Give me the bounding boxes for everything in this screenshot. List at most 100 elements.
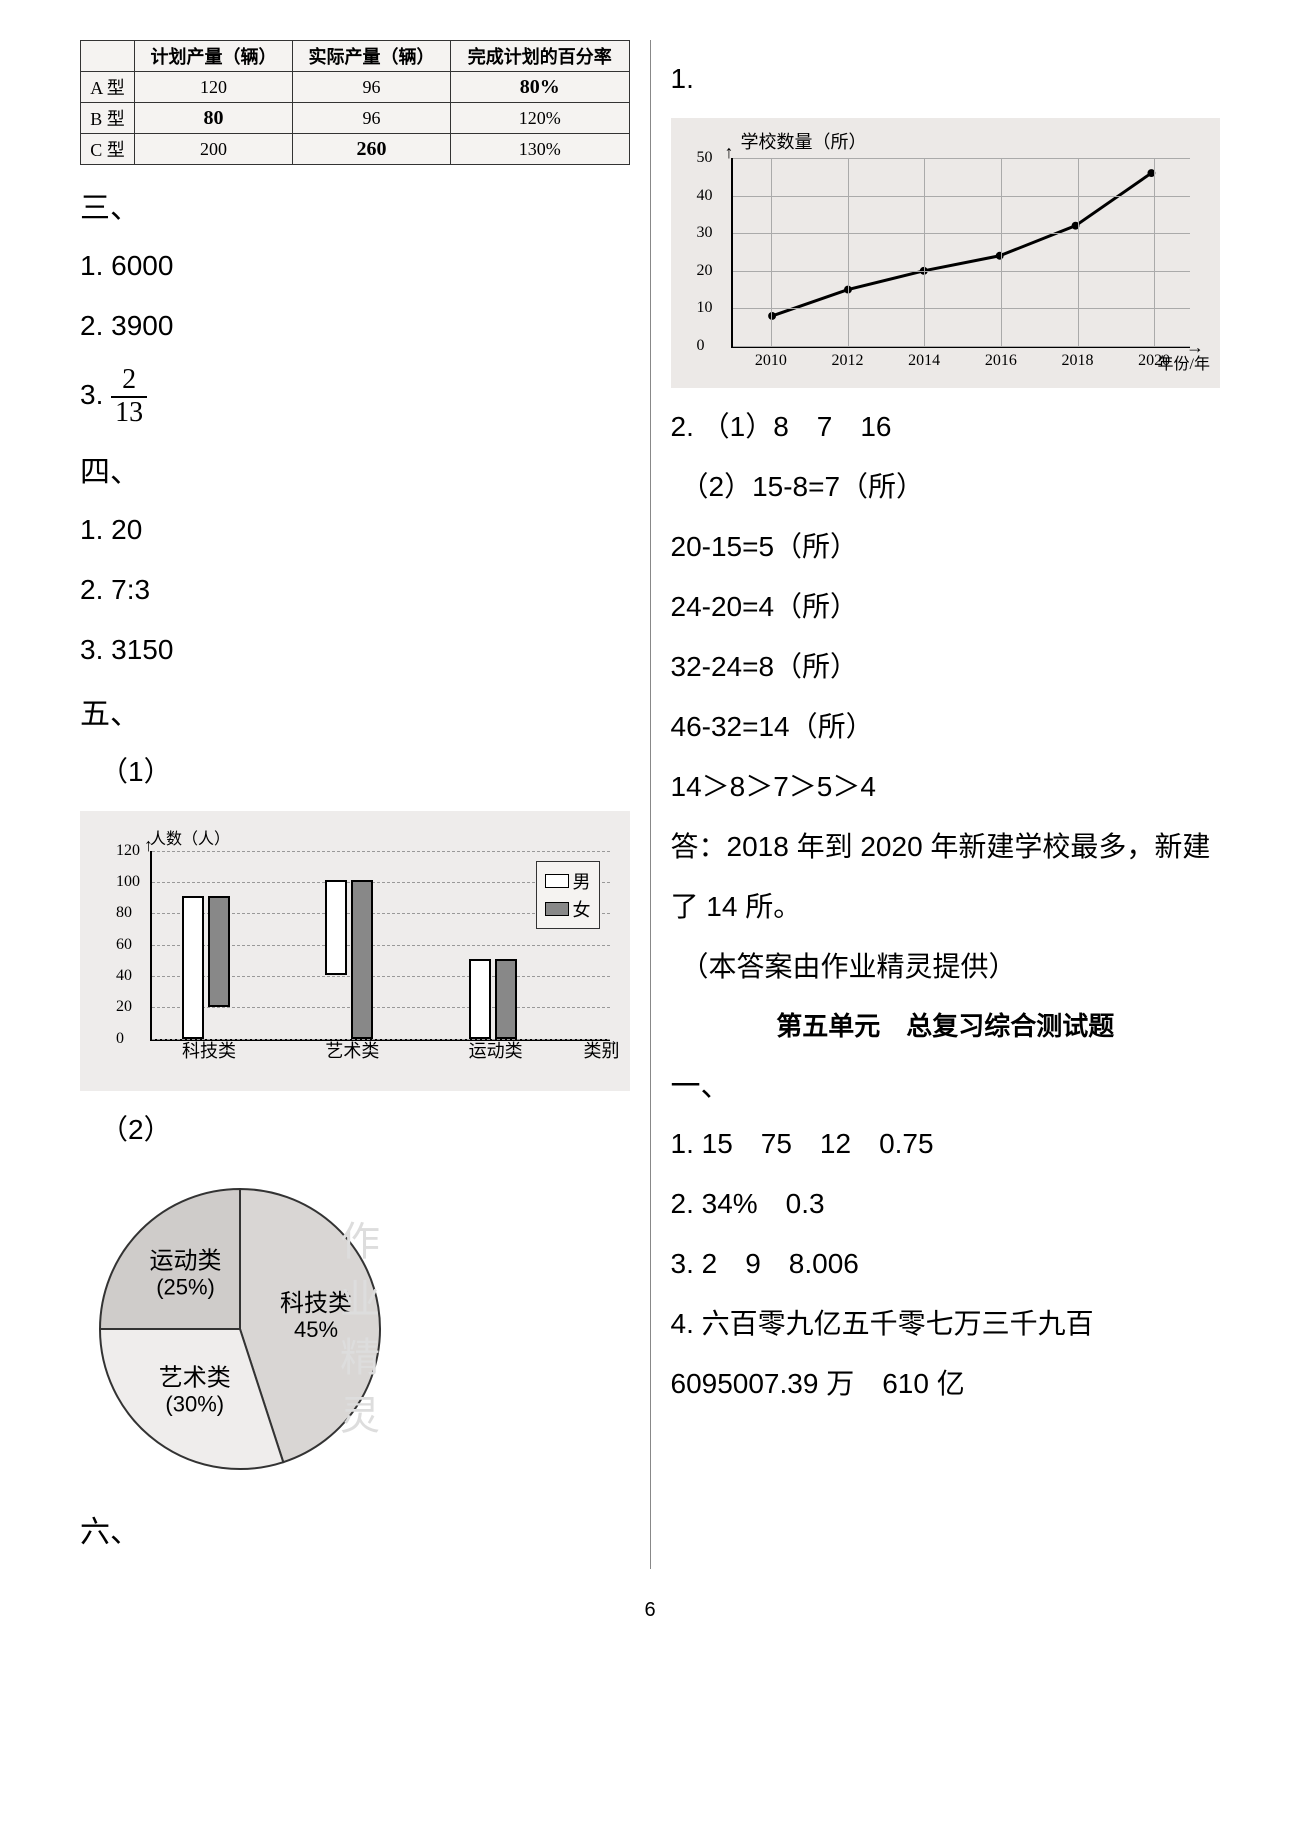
line-xcat: 2020 [1138,352,1170,370]
section-6-label: 六、 [80,1507,630,1551]
unit5-line: 4. 六百零九亿五千零七万三千九百 [671,1303,1221,1345]
production-table: 计划产量（辆） 实际产量（辆） 完成计划的百分率 A 型 120 96 80% … [80,40,630,165]
row-plan: 120 [135,72,293,103]
right-2: 2. （1）8 7 16 [671,406,1221,448]
ans-4-1: 1. 20 [80,509,630,551]
bar-ytick: 20 [116,998,132,1016]
pie-sublabel: 45% [294,1317,338,1342]
line-xcat: 2010 [755,352,787,370]
line-chart: 学校数量（所） ↑ → 年份/年 01020304050201020122014… [671,118,1221,388]
bar-category: 运动类 [469,1037,523,1063]
line-series [772,173,1151,316]
bar-male [325,880,347,975]
calc-line: 14＞8＞7＞5＞4 [671,766,1221,808]
unit5-s1-label: 一、 [671,1061,1221,1105]
pie-label: 科技类 [280,1290,352,1317]
pie-label: 艺术类 [159,1364,231,1391]
section-3-label: 三、 [80,183,630,227]
th-actual: 实际产量（辆） [293,41,451,72]
line-point [995,252,1003,260]
bar-category: 艺术类 [325,1037,379,1063]
section-5-label: 五、 [80,689,630,733]
row-plan: 200 [135,134,293,165]
bar-ytick: 100 [116,873,140,891]
unit5-line: 3. 2 9 8.006 [671,1243,1221,1285]
table-row: B 型 80 96 120% [81,103,630,134]
fraction: 2 13 [111,365,147,429]
row-label: C 型 [81,134,135,165]
frac-num: 2 [111,365,147,398]
legend-female: 女 [573,896,591,922]
pie-label: 运动类 [150,1247,222,1274]
row-label: B 型 [81,103,135,134]
row-plan: 80 [135,103,293,134]
pie-chart: 作业精灵 科技类45%艺术类(30%)运动类(25%) [80,1169,400,1489]
th-empty [81,41,135,72]
pie-svg: 科技类45%艺术类(30%)运动类(25%) [80,1169,400,1489]
calc-line: 24-20=4（所） [671,586,1221,628]
line-xcat: 2018 [1062,352,1094,370]
th-plan: 计划产量（辆） [135,41,293,72]
y-arrow-icon: ↑ [144,835,153,856]
line-ytick: 30 [697,224,713,242]
line-xcat: 2012 [832,352,864,370]
row-label: A 型 [81,72,135,103]
bar-category: 科技类 [182,1037,236,1063]
line-plot-area: ↑ → 年份/年 0102030405020102012201420162018… [731,158,1191,348]
ans-4-3: 3. 3150 [80,629,630,671]
th-rate: 完成计划的百分率 [451,41,630,72]
ans-5-1: （1） [80,751,630,793]
calc-line: 46-32=14（所） [671,706,1221,748]
row-rate: 130% [451,134,630,165]
frac-den: 13 [111,398,147,429]
legend-swatch-female [545,902,569,916]
pie-sublabel: (25%) [156,1274,215,1299]
unit5-title: 第五单元 总复习综合测试题 [671,1006,1221,1043]
row-actual: 96 [293,103,451,134]
row-actual: 96 [293,72,451,103]
unit5-line: 2. 34% 0.3 [671,1183,1221,1225]
row-rate: 120% [451,103,630,134]
ans-3-1: 1. 6000 [80,245,630,287]
unit5-line: 1. 15 75 12 0.75 [671,1123,1221,1165]
row-actual: 260 [293,134,451,165]
bar-xlabel: 类别 [584,1037,620,1063]
bar-ytick: 0 [116,1030,124,1048]
bar-ytick: 80 [116,904,132,922]
unit5-line: 6095007.39 万 610 亿 [671,1363,1221,1405]
line-xcat: 2016 [985,352,1017,370]
bar-male [182,896,204,1039]
line-ytick: 40 [697,187,713,205]
ans-4-2: 2. 7:3 [80,569,630,611]
bar-ytick: 40 [116,967,132,985]
legend-swatch-male [545,874,569,888]
section-4-label: 四、 [80,447,630,491]
bar-ylabel: 人数（人） [150,825,230,849]
row-rate: 80% [451,72,630,103]
right-conc2: 了 14 所。 [671,886,1221,928]
line-ytick: 50 [697,149,713,167]
calc-line: 32-24=8（所） [671,646,1221,688]
table-row: C 型 200 260 130% [81,134,630,165]
right-conc1: 答：2018 年到 2020 年新建学校最多，新建 [671,826,1221,868]
ans-3-2: 2. 3900 [80,305,630,347]
bar-chart: 人数（人） ↑ 020406080100120科技类艺术类运动类类别 男 女 [80,811,630,1091]
page-number: 6 [0,1599,1300,1622]
ans-3-3: 3. 2 13 [80,365,630,429]
right-credit: （本答案由作业精灵提供） [671,946,1221,988]
ans-5-2: （2） [80,1109,630,1151]
line-xcat: 2014 [908,352,940,370]
bar-female [208,896,230,1007]
line-ytick: 20 [697,262,713,280]
bar-legend: 男 女 [536,861,600,929]
bar-male [469,959,491,1038]
line-ylabel: 学校数量（所） [741,128,867,154]
table-row: A 型 120 96 80% [81,72,630,103]
bar-ytick: 120 [116,842,140,860]
legend-male: 男 [573,868,591,894]
bar-female [351,880,373,1038]
right-1: 1. [671,58,1221,100]
line-ytick: 10 [697,299,713,317]
line-ytick: 0 [697,337,705,355]
frac-prefix: 3. [80,379,111,410]
